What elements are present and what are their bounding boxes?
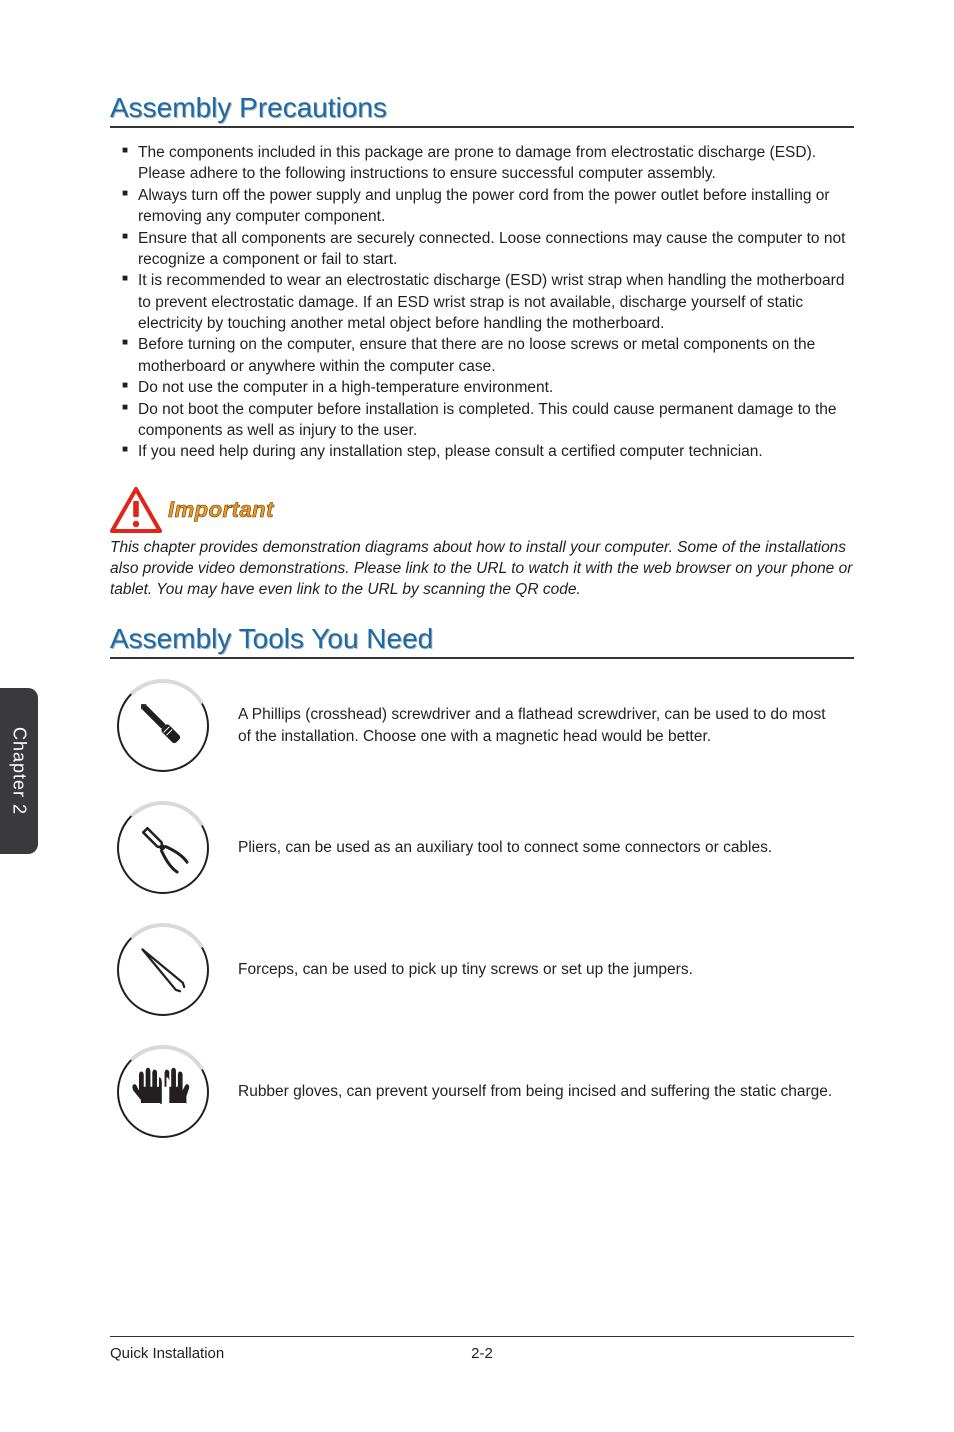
forceps-icon bbox=[116, 923, 210, 1017]
list-item: Before turning on the computer, ensure t… bbox=[124, 334, 854, 377]
list-item: Ensure that all components are securely … bbox=[124, 228, 854, 271]
pliers-icon bbox=[116, 801, 210, 895]
page-footer: Quick Installation 2-2 bbox=[110, 1336, 854, 1362]
gloves-icon bbox=[116, 1045, 210, 1139]
heading-tools: Assembly Tools You Need bbox=[110, 623, 854, 659]
tool-text: Forceps, can be used to pick up tiny scr… bbox=[238, 959, 713, 980]
tools-list: A Phillips (crosshead) screwdriver and a… bbox=[110, 679, 854, 1139]
page-body: Assembly Precautions The components incl… bbox=[0, 0, 954, 1139]
precautions-list: The components included in this package … bbox=[110, 142, 854, 463]
warning-icon bbox=[110, 487, 162, 533]
footer-section-title: Quick Installation bbox=[110, 1345, 224, 1362]
tool-text: A Phillips (crosshead) screwdriver and a… bbox=[238, 704, 854, 747]
screwdriver-icon bbox=[116, 679, 210, 773]
list-item: If you need help during any installation… bbox=[124, 441, 854, 462]
tool-row: Forceps, can be used to pick up tiny scr… bbox=[110, 923, 854, 1017]
list-item: Do not boot the computer before installa… bbox=[124, 399, 854, 442]
chapter-side-tab-label: Chapter 2 bbox=[9, 727, 30, 815]
heading-precautions: Assembly Precautions bbox=[110, 92, 854, 128]
tool-text: Pliers, can be used as an auxiliary tool… bbox=[238, 837, 792, 858]
list-item: Do not use the computer in a high-temper… bbox=[124, 377, 854, 398]
tool-row: A Phillips (crosshead) screwdriver and a… bbox=[110, 679, 854, 773]
chapter-side-tab: Chapter 2 bbox=[0, 688, 38, 854]
important-paragraph: This chapter provides demonstration diag… bbox=[110, 537, 854, 601]
footer-page-number: 2-2 bbox=[471, 1345, 493, 1362]
important-callout-header: Important bbox=[110, 487, 854, 533]
tool-row: Pliers, can be used as an auxiliary tool… bbox=[110, 801, 854, 895]
tool-text: Rubber gloves, can prevent yourself from… bbox=[238, 1081, 852, 1102]
list-item: It is recommended to wear an electrostat… bbox=[124, 270, 854, 334]
list-item: Always turn off the power supply and unp… bbox=[124, 185, 854, 228]
important-label: Important bbox=[168, 497, 274, 523]
tool-row: Rubber gloves, can prevent yourself from… bbox=[110, 1045, 854, 1139]
list-item: The components included in this package … bbox=[124, 142, 854, 185]
